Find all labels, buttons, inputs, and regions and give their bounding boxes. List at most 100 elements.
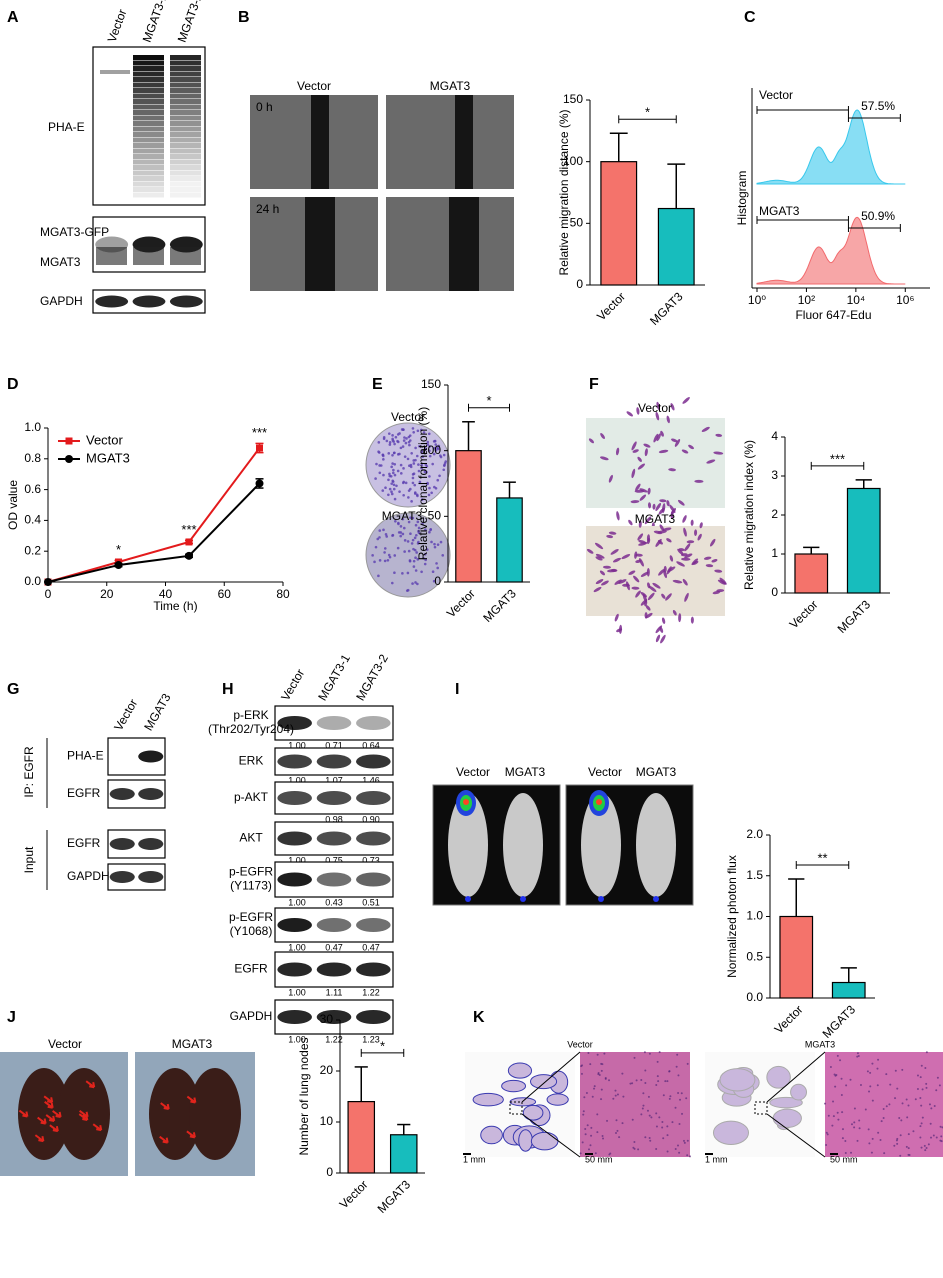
row-label: EGFR <box>234 962 268 976</box>
nucleus <box>866 1070 869 1073</box>
nucleus <box>825 1143 828 1146</box>
nucleus <box>919 1136 922 1139</box>
cell <box>692 560 699 565</box>
cell <box>653 530 663 535</box>
colony <box>428 486 431 490</box>
blot-band <box>277 716 312 730</box>
x-tick-label: MGAT3 <box>835 597 874 636</box>
colony <box>414 523 418 527</box>
panel-label: K <box>473 1009 485 1026</box>
blot-band <box>170 247 201 265</box>
x-tick-label: Vector <box>337 1177 371 1211</box>
panel-label: B <box>238 9 250 26</box>
colony <box>428 454 432 458</box>
nucleus <box>600 1088 603 1091</box>
quant-label: 1.11 <box>326 987 343 997</box>
nucleus <box>656 1075 659 1078</box>
cell <box>659 499 667 503</box>
cell <box>682 397 690 404</box>
colony <box>419 428 423 432</box>
nucleus <box>907 1104 910 1107</box>
cell <box>593 586 602 593</box>
nucleus <box>674 1106 677 1109</box>
mouse <box>636 793 676 897</box>
group-label: IP: EGFR <box>22 746 36 798</box>
colony <box>411 481 415 485</box>
arrow <box>45 1114 56 1122</box>
nucleus <box>580 1065 583 1068</box>
colony <box>430 540 433 544</box>
nucleus <box>868 1142 871 1145</box>
colony <box>416 542 420 545</box>
cell <box>606 569 617 573</box>
colony <box>412 430 415 434</box>
cell <box>653 433 659 443</box>
row-label: EGFR <box>67 786 101 800</box>
nucleus <box>658 1051 661 1054</box>
nucleus <box>584 1133 587 1136</box>
colony <box>388 472 391 476</box>
colony <box>434 486 438 490</box>
colony <box>425 548 429 551</box>
colony <box>424 447 428 451</box>
nucleus <box>688 1155 691 1158</box>
lane-label: MGAT3 <box>141 691 174 733</box>
colony <box>388 443 392 446</box>
row-label: PHA-E <box>48 120 85 134</box>
nucleus <box>896 1087 899 1090</box>
blot-smear <box>170 176 201 181</box>
blot-band <box>316 962 352 977</box>
nucleus <box>589 1063 592 1066</box>
colony <box>399 534 402 538</box>
arrow <box>159 1135 169 1144</box>
cell <box>688 444 694 450</box>
histology-zoom <box>825 1052 943 1157</box>
x-axis-label: Time (h) <box>153 599 197 613</box>
x-tick-label: 40 <box>159 587 173 601</box>
cell <box>676 561 685 567</box>
wound-image <box>386 95 514 189</box>
nucleus <box>633 1056 636 1059</box>
nucleus <box>642 1092 645 1095</box>
blot-smear <box>133 82 164 88</box>
colony <box>424 558 427 562</box>
nucleus <box>882 1116 885 1119</box>
cell <box>670 403 675 411</box>
nucleus <box>882 1107 885 1110</box>
arrow <box>34 1134 45 1143</box>
cell <box>681 557 691 561</box>
blot-smear <box>133 176 164 181</box>
nucleus <box>899 1154 902 1157</box>
colony <box>412 565 416 568</box>
y-tick-label: 0 <box>326 1165 333 1179</box>
blot-smear <box>170 132 201 137</box>
nucleus <box>629 1082 632 1085</box>
nucleus <box>919 1076 922 1079</box>
colony <box>399 463 403 467</box>
tissue <box>766 1065 791 1089</box>
cell <box>682 515 687 523</box>
blot-smear <box>170 66 201 71</box>
cell <box>614 579 622 585</box>
cell <box>645 605 651 611</box>
colony <box>401 572 404 575</box>
y-axis-label: Normalized photon flux <box>725 855 739 978</box>
cell <box>621 554 631 560</box>
blot-band <box>356 872 391 887</box>
column-label: Vector <box>297 79 331 93</box>
x-tick-label: 0 <box>45 587 52 601</box>
nucleus <box>655 1125 658 1128</box>
cell <box>660 634 666 644</box>
blot-smear <box>133 126 164 132</box>
wound-gap <box>311 95 329 189</box>
arrow <box>186 1095 197 1104</box>
cell <box>601 580 609 586</box>
signal <box>596 799 602 805</box>
nucleus <box>900 1119 903 1122</box>
nucleus <box>867 1128 870 1131</box>
nucleus <box>908 1153 911 1156</box>
nucleus <box>853 1121 856 1124</box>
x-tick-label: 10⁴ <box>847 293 866 307</box>
quant-label: 1.00 <box>288 740 306 750</box>
blot-smear <box>133 170 164 176</box>
